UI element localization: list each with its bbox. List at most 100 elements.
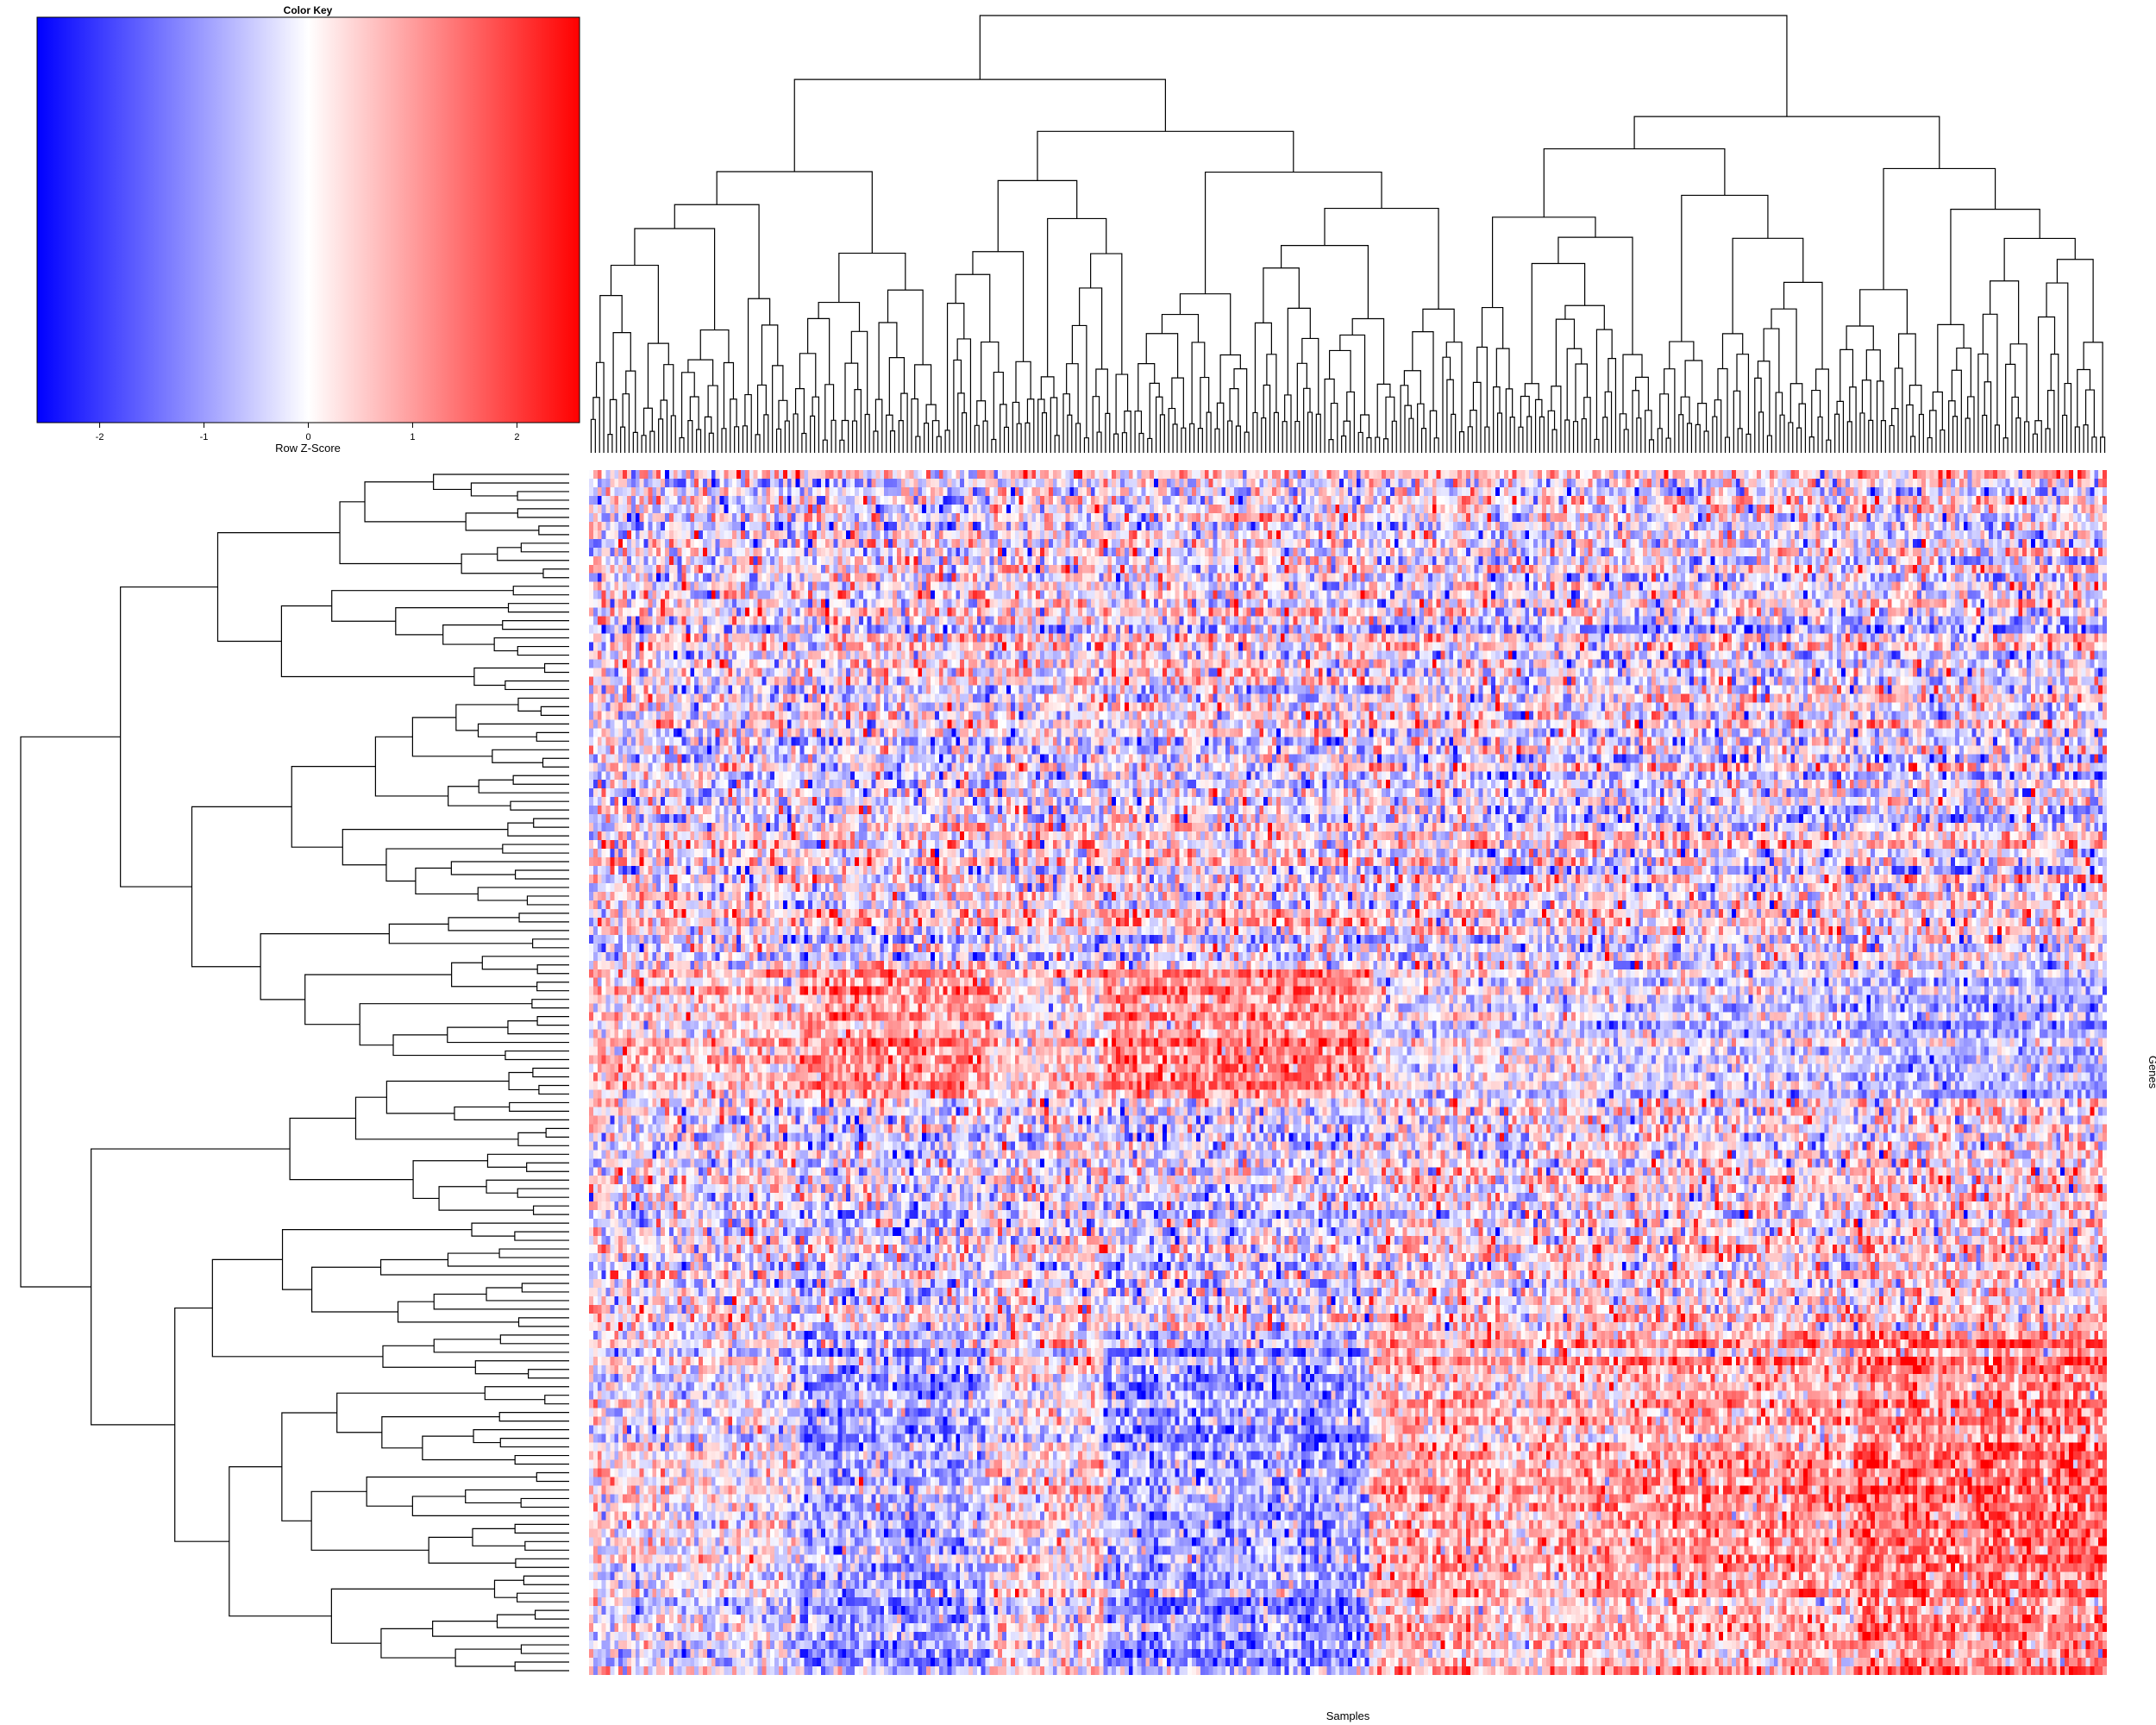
column-dendrogram-branch <box>991 438 997 453</box>
column-dendrogram-branch <box>1555 318 1576 386</box>
column-dendrogram-branch <box>1470 410 1477 453</box>
row-dendrogram-branch <box>433 474 569 491</box>
y-axis-label: Genes <box>2147 1056 2156 1089</box>
column-dendrogram-branch <box>1040 376 1055 400</box>
column-dendrogram-branch <box>590 418 596 453</box>
column-dendrogram-branch <box>1376 383 1391 438</box>
column-dendrogram-branch <box>696 429 702 453</box>
column-dendrogram-branch <box>914 364 932 405</box>
row-dendrogram-branch <box>454 1648 522 1667</box>
column-dendrogram-branch <box>687 359 714 386</box>
column-dendrogram-branch <box>1346 391 1355 453</box>
column-dendrogram-branch <box>1067 414 1073 453</box>
column-dendrogram-branch <box>2083 424 2089 453</box>
row-dendrogram-branch <box>486 1287 569 1302</box>
column-dendrogram-branch <box>1171 377 1184 429</box>
column-dendrogram-branch <box>660 399 668 453</box>
column-dendrogram-branch <box>1703 430 1709 453</box>
column-dendrogram-branch <box>1041 412 1048 453</box>
row-dendrogram-branch <box>474 1360 569 1375</box>
row-dendrogram-branch <box>291 766 376 848</box>
column-dendrogram-branch <box>1422 308 1455 342</box>
column-dendrogram-branch <box>1015 361 1031 403</box>
column-dendrogram-branch <box>1684 360 1703 404</box>
column-dendrogram-branch <box>864 413 870 453</box>
column-dendrogram-branch <box>955 273 991 342</box>
column-dendrogram-branch <box>810 415 816 453</box>
column-dendrogram-branch <box>1147 437 1153 453</box>
column-dendrogram-branch <box>1948 400 1956 453</box>
column-dendrogram-branch <box>956 338 972 453</box>
column-dendrogram-branch <box>1263 384 1271 453</box>
column-dendrogram-branch <box>1518 426 1524 453</box>
column-dendrogram-branch <box>1846 325 1874 350</box>
column-dendrogram-branch <box>1648 439 1655 453</box>
column-dendrogram-branch <box>1815 368 1829 441</box>
row-dendrogram-branch <box>374 736 448 797</box>
column-dendrogram-branch <box>1181 427 1187 453</box>
column-dendrogram-branch <box>1817 416 1823 453</box>
column-dendrogram-branch <box>778 399 788 430</box>
column-dendrogram-branch <box>2084 389 2095 437</box>
column-dendrogram-branch <box>592 397 600 453</box>
column-dendrogram <box>590 15 2106 453</box>
column-dendrogram-branch <box>1520 395 1530 428</box>
column-dendrogram-branch <box>1050 397 1058 453</box>
column-dendrogram-branch <box>763 414 769 453</box>
column-dendrogram-branch <box>1159 414 1165 453</box>
column-dendrogram-branch <box>2050 354 2059 453</box>
column-dendrogram-branch <box>1235 425 1241 453</box>
color-key-tick-label: 0 <box>305 432 310 442</box>
column-dendrogram-branch <box>1294 420 1300 453</box>
column-dendrogram-branch <box>1581 417 1587 453</box>
column-dendrogram-branch <box>1717 367 1728 438</box>
column-dendrogram-branch <box>1307 411 1313 453</box>
column-dendrogram-branch <box>2011 396 2019 453</box>
column-dendrogram-branch <box>1492 216 1596 308</box>
column-dendrogram-branch <box>670 415 676 453</box>
row-dendrogram-branch <box>514 869 569 880</box>
row-dendrogram-branch <box>502 620 569 630</box>
row-dendrogram-branch <box>544 1395 569 1405</box>
column-dendrogram-branch <box>1204 171 1382 294</box>
column-dendrogram-branch <box>1669 341 1695 369</box>
column-dendrogram-branch <box>2015 417 2021 453</box>
row-dendrogram-branch <box>486 1179 569 1194</box>
column-dendrogram-branch <box>2083 342 2103 437</box>
row-dendrogram-branch <box>545 1127 569 1138</box>
column-dendrogram-branch <box>1079 287 1103 369</box>
row-dendrogram-branch <box>471 1222 569 1237</box>
column-dendrogram-branch <box>1771 308 1797 384</box>
column-dendrogram-branch <box>1880 420 1886 453</box>
column-dendrogram-branch <box>620 426 626 453</box>
column-dendrogram-branch <box>1918 413 1924 453</box>
column-dendrogram-branch <box>974 424 980 453</box>
row-dendrogram-branch <box>470 482 569 497</box>
column-dendrogram-branch <box>1836 400 1845 453</box>
row-dendrogram-branch <box>542 757 569 768</box>
column-dendrogram-branch <box>1721 333 1744 369</box>
column-dendrogram-branch <box>1328 439 1334 453</box>
column-dendrogram-branch <box>2005 363 2016 438</box>
row-dendrogram-branch <box>509 1101 569 1112</box>
column-dendrogram-branch <box>1343 420 1351 453</box>
column-dendrogram-branch <box>1543 147 1726 217</box>
column-dendrogram-branch <box>687 420 693 453</box>
column-dendrogram-branch <box>2056 259 2094 342</box>
column-dendrogram-branch <box>1950 209 2040 325</box>
column-dendrogram-branch <box>1572 421 1579 453</box>
column-dendrogram-branch <box>1775 392 1783 453</box>
column-dendrogram-branch <box>839 439 845 453</box>
column-dendrogram-branch <box>1189 423 1195 453</box>
row-dendrogram-branch <box>385 1080 510 1114</box>
row-dendrogram-branch <box>451 962 537 988</box>
column-dendrogram-branch <box>1412 331 1434 411</box>
column-dendrogram-branch <box>889 430 896 453</box>
row-dendrogram-branch <box>517 1188 569 1198</box>
column-dendrogram-branch <box>1244 431 1250 453</box>
row-dendrogram-branch <box>379 1258 569 1276</box>
column-dendrogram-branch <box>944 430 950 453</box>
column-dendrogram-branch <box>1324 378 1335 453</box>
column-dendrogram-branch <box>1754 377 1762 453</box>
